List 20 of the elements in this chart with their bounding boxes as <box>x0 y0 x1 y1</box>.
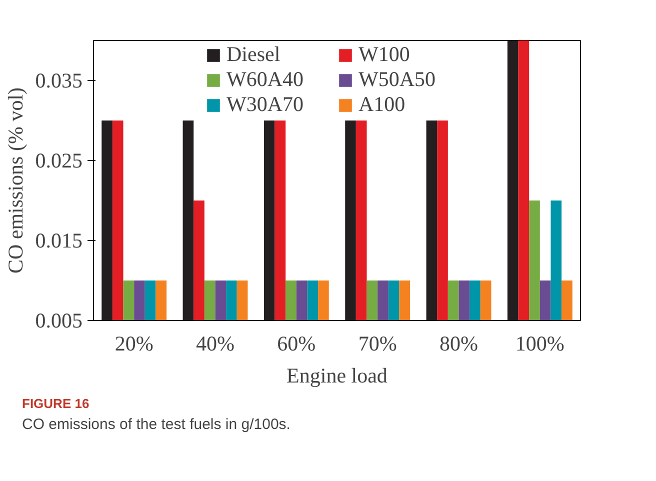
x-tick-label: 80% <box>440 332 478 356</box>
x-tick-label: 60% <box>277 332 316 356</box>
legend-label: W100 <box>358 42 411 67</box>
legend-label: W30A70 <box>226 92 304 117</box>
x-tick-label: 40% <box>196 332 235 356</box>
caption: FIGURE 16 <box>22 395 90 413</box>
y-tick-label: 0.005 <box>35 308 82 332</box>
legend-label: A100 <box>358 92 406 117</box>
y-axis-title: CO emissions (% vol) <box>3 87 28 274</box>
legend-label: W50A50 <box>358 67 436 92</box>
legend-label: W60A40 <box>226 67 304 92</box>
text: CO emissions of the test fuels in g/100s. <box>22 414 290 435</box>
y-tick-label: 0.025 <box>35 148 82 172</box>
x-tick-label: 100% <box>515 332 564 356</box>
legend-label: Diesel <box>226 42 282 67</box>
y-tick-label: 0.015 <box>35 228 82 252</box>
x-tick-label: 70% <box>358 332 397 356</box>
y-tick-label: 0.035 <box>35 68 82 92</box>
x-axis-title: Engine load <box>286 364 388 388</box>
x-tick-label: 20% <box>114 332 154 356</box>
